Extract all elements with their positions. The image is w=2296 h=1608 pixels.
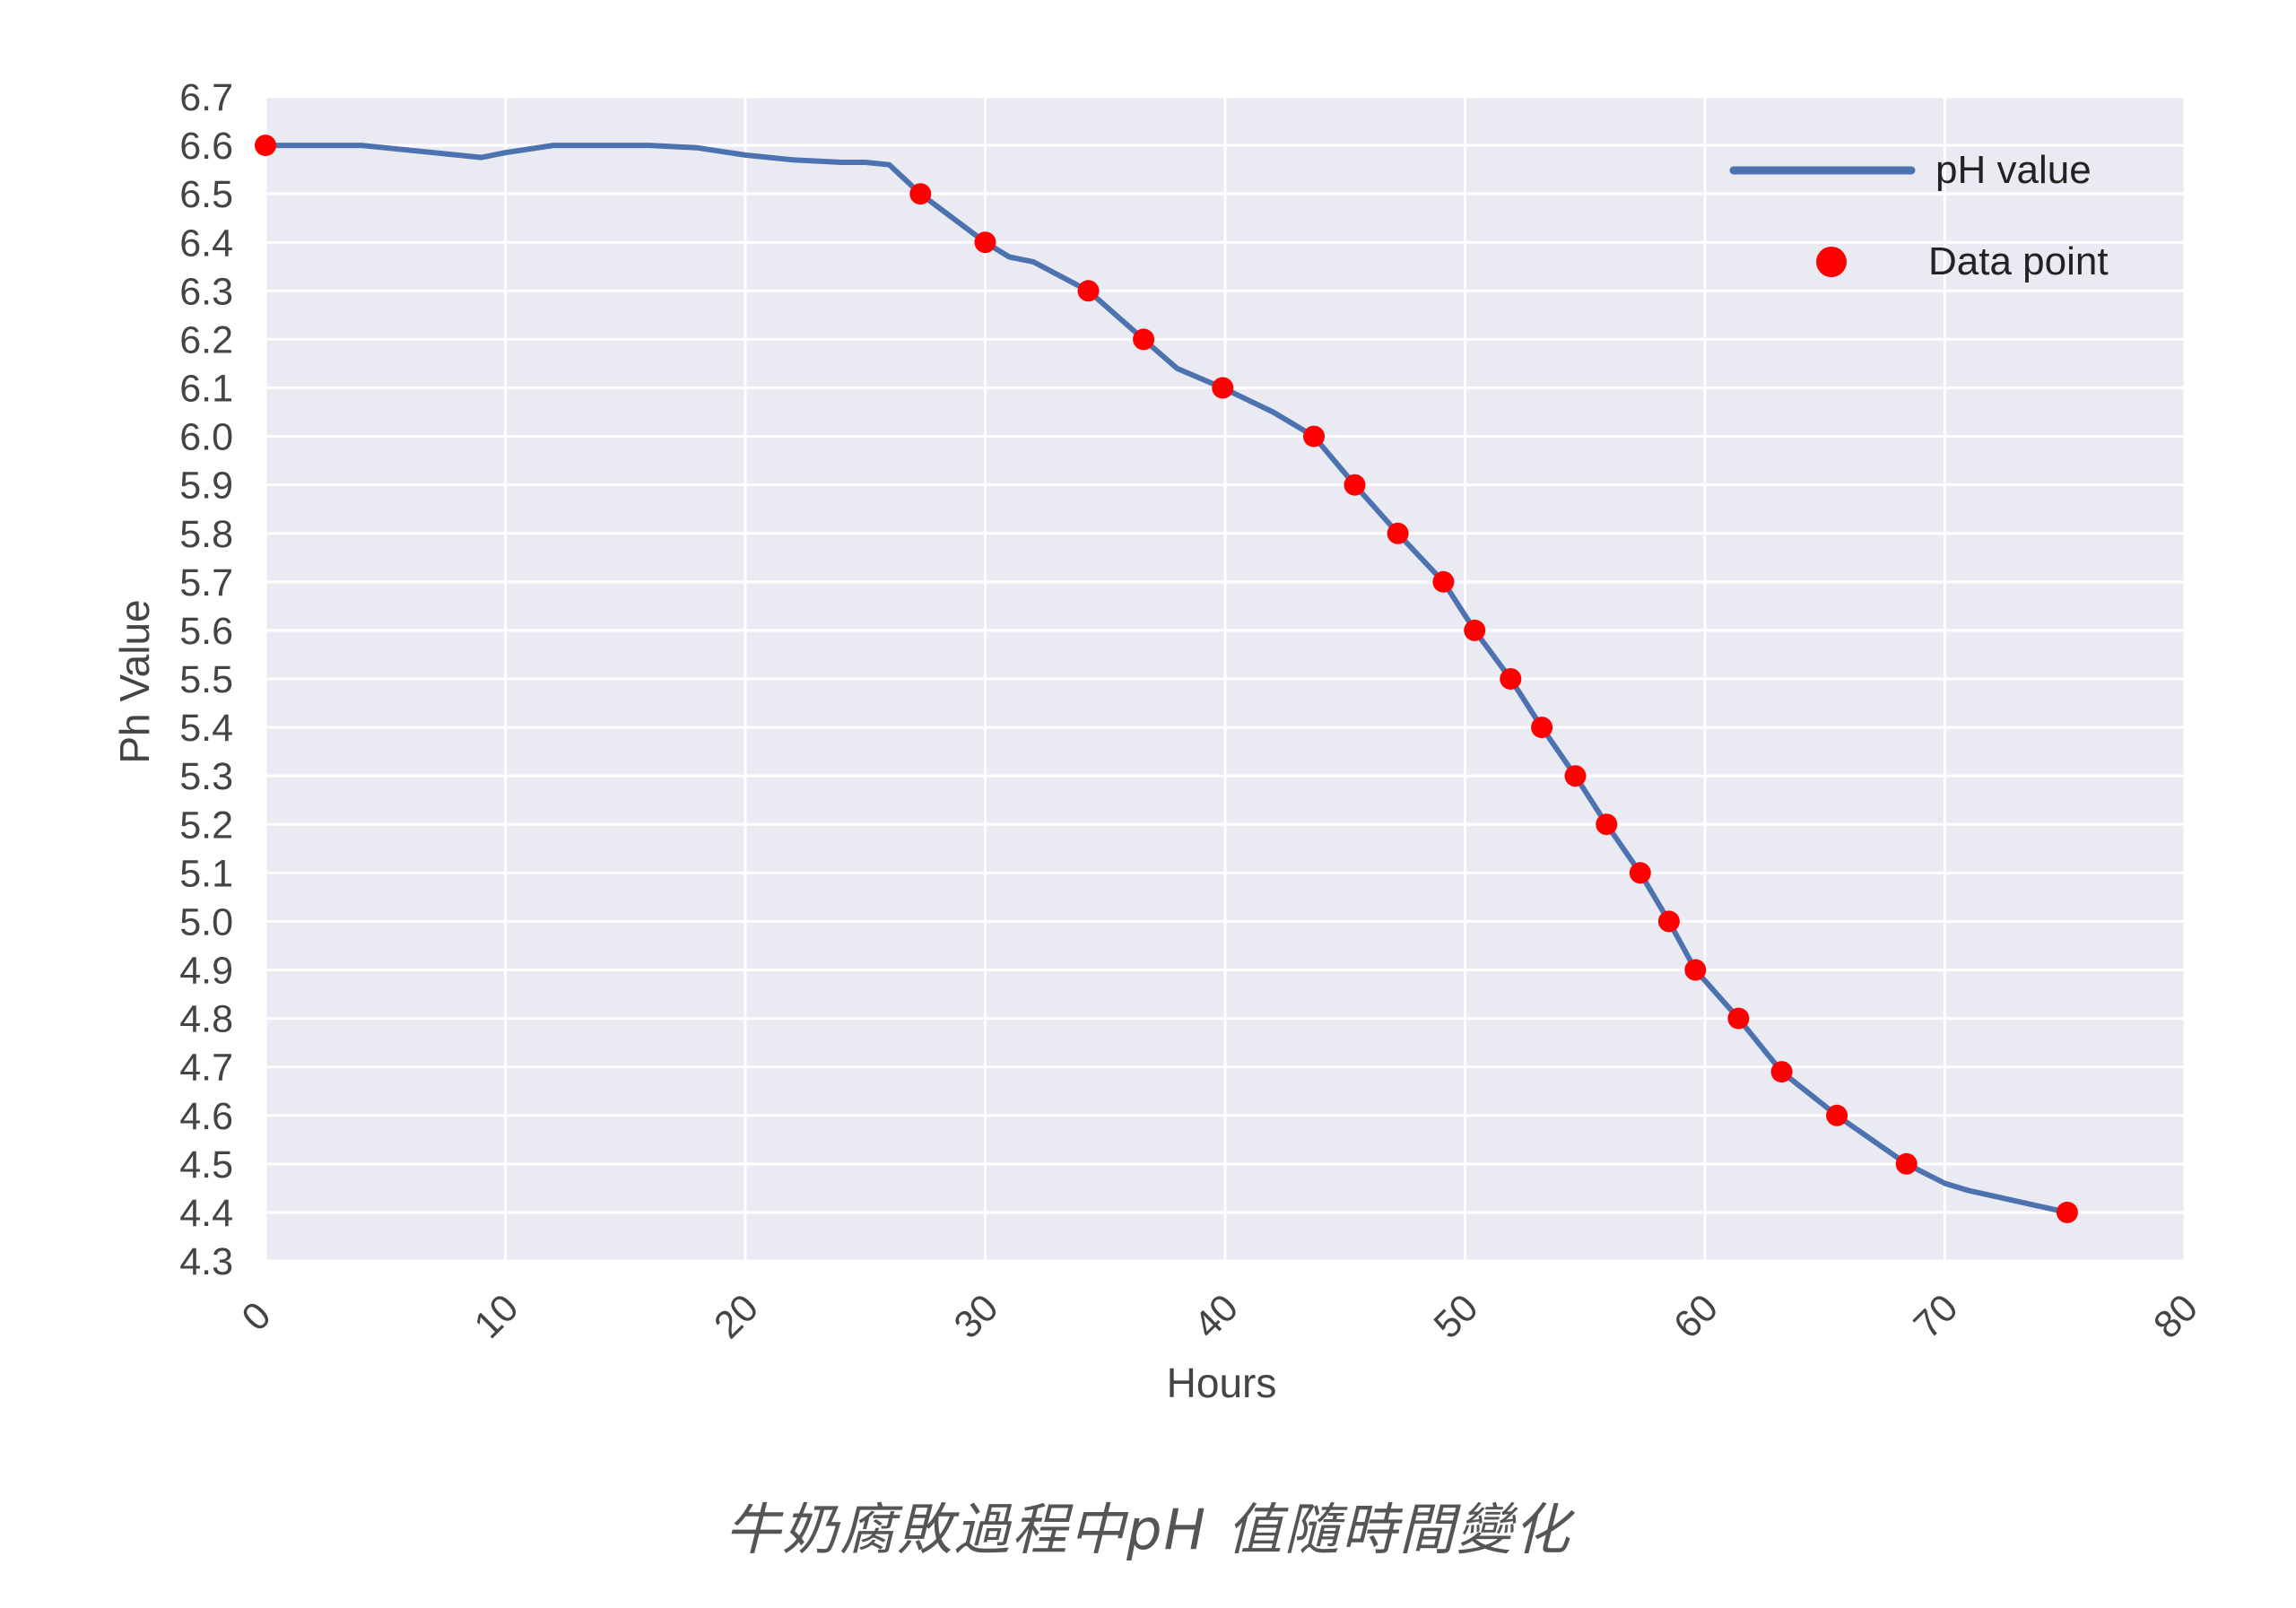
- y-tick-label: 5.9: [179, 465, 233, 508]
- y-tick-label: 5.3: [179, 755, 233, 798]
- y-tick-label: 6.4: [179, 222, 233, 265]
- legend-entry-line: pH value: [1935, 148, 2092, 192]
- data-point-marker: [255, 135, 276, 157]
- y-tick-label: 4.5: [179, 1143, 233, 1186]
- data-point-marker: [1657, 910, 1680, 933]
- y-tick-label: 4.6: [179, 1095, 233, 1138]
- data-point-marker: [909, 183, 932, 205]
- y-tick-label: 5.1: [179, 852, 233, 895]
- data-point-marker: [1629, 862, 1651, 884]
- legend-marker-swatch: [1816, 247, 1847, 277]
- y-tick-label: 6.6: [179, 125, 233, 168]
- data-point-marker: [1212, 377, 1234, 399]
- x-tick-label: 60: [1665, 1286, 1726, 1347]
- grid-lines: [264, 95, 2187, 1263]
- x-tick-label: 80: [2145, 1286, 2206, 1347]
- y-tick-label: 6.7: [179, 76, 233, 119]
- data-point-marker: [1387, 522, 1409, 544]
- data-point-marker: [1500, 668, 1522, 690]
- data-point-marker: [1770, 1061, 1793, 1083]
- data-point-marker: [974, 231, 996, 254]
- y-tick-label: 6.2: [179, 318, 233, 361]
- data-point-marker: [1727, 1007, 1750, 1030]
- y-tick-label: 6.3: [179, 270, 233, 313]
- x-tick-label: 50: [1426, 1286, 1487, 1347]
- y-tick-label: 4.4: [179, 1192, 233, 1235]
- data-point-marker: [1596, 813, 1618, 836]
- y-tick-label: 5.4: [179, 707, 233, 750]
- data-point-marker: [1133, 328, 1155, 351]
- data-point-marker: [1464, 619, 1486, 641]
- y-tick-label: 5.2: [179, 804, 233, 847]
- y-tick-label: 5.6: [179, 610, 233, 653]
- x-tick-label: 30: [946, 1286, 1007, 1347]
- data-point-marker: [1432, 570, 1455, 593]
- data-point-marker: [1564, 765, 1587, 787]
- data-point-marker: [1303, 425, 1325, 448]
- y-tick-label: 4.8: [179, 998, 233, 1041]
- y-tick-label: 6.0: [179, 416, 233, 459]
- data-point-marker: [1077, 280, 1100, 302]
- y-axis-label: Ph Value: [111, 599, 158, 763]
- data-point-marker: [1826, 1104, 1848, 1126]
- figure-caption: 牛奶腐敗過程中pH 值隨時間變化: [725, 1497, 1571, 1562]
- y-tick-label: 4.9: [179, 950, 233, 993]
- x-tick-label: 20: [706, 1286, 767, 1347]
- y-tick-label: 4.3: [179, 1240, 233, 1283]
- x-tick-label: 10: [466, 1286, 527, 1347]
- data-point-marker: [1344, 474, 1366, 496]
- y-tick-label: 6.1: [179, 368, 233, 411]
- x-tick-label: 40: [1186, 1286, 1247, 1347]
- legend: pH value Data point: [1729, 148, 2109, 283]
- y-tick-label: 5.7: [179, 561, 233, 604]
- x-tick-label: 70: [1906, 1286, 1967, 1347]
- y-tick-label: 5.0: [179, 900, 233, 943]
- y-tick-label: 5.5: [179, 658, 233, 701]
- series-layer: [255, 135, 2078, 1223]
- x-tick-label: 0: [234, 1294, 280, 1340]
- x-axis-label: Hours: [1167, 1360, 1277, 1406]
- data-point-marker: [2056, 1201, 2078, 1223]
- data-point-marker: [1895, 1152, 1918, 1175]
- x-tick-labels: 0 10 20 30 40 50 60 70 80: [234, 1286, 2206, 1347]
- y-tick-labels: 4.3 4.4 4.5 4.6 4.7 4.8 4.9 5.0 5.1 5.2 5.3 5.4 5.5 5…: [179, 76, 233, 1283]
- y-tick-label: 6.5: [179, 173, 233, 216]
- y-tick-label: 4.7: [179, 1047, 233, 1090]
- data-point-marker: [1684, 959, 1707, 981]
- legend-entry-marker: Data point: [1928, 239, 2109, 283]
- y-tick-label: 5.8: [179, 513, 233, 556]
- data-point-marker: [1531, 717, 1553, 739]
